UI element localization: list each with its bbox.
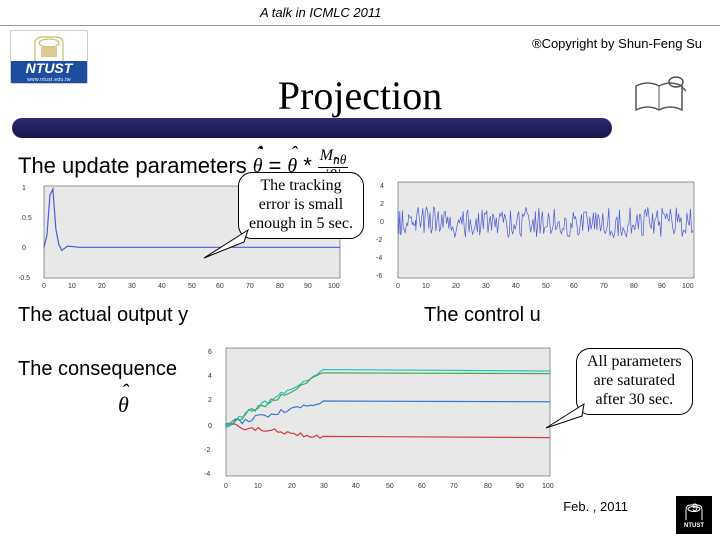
svg-text:60: 60: [216, 283, 224, 290]
svg-text:10: 10: [422, 283, 430, 290]
callout-pointer-1: [200, 228, 250, 262]
svg-text:6: 6: [208, 349, 212, 356]
callout-pointer-2: [542, 402, 586, 432]
svg-text:80: 80: [630, 283, 638, 290]
svg-text:40: 40: [158, 283, 166, 290]
svg-text:-6: -6: [376, 273, 382, 280]
label-consequence: The consequence: [18, 358, 177, 381]
header: A talk in ICMLC 2011: [0, 0, 720, 26]
svg-text:4: 4: [208, 373, 212, 380]
accent-bar: [12, 118, 612, 138]
svg-text:30: 30: [320, 483, 328, 490]
svg-text:0: 0: [396, 283, 400, 290]
svg-text:50: 50: [386, 483, 394, 490]
callout-tracking-error: The tracking error is small enough in 5 …: [238, 172, 364, 239]
svg-text:100: 100: [542, 483, 554, 490]
svg-text:-4: -4: [376, 255, 382, 262]
svg-text:40: 40: [352, 483, 360, 490]
svg-text:20: 20: [98, 283, 106, 290]
svg-text:100: 100: [328, 283, 340, 290]
title-wrap: Projection: [0, 72, 720, 119]
label-actual-output: The actual output y: [18, 304, 188, 327]
svg-text:0: 0: [208, 423, 212, 430]
page-title: Projection: [278, 73, 442, 118]
theta-symbol: θ: [118, 392, 129, 418]
svg-text:0: 0: [22, 245, 26, 252]
svg-text:90: 90: [516, 483, 524, 490]
svg-text:4: 4: [380, 183, 384, 190]
svg-text:90: 90: [658, 283, 666, 290]
svg-text:-2: -2: [204, 447, 210, 454]
parameters-chart: 6 4 2 0 -2 -4 0 10 20 30 40 50 60 70 80 90 100: [200, 342, 560, 492]
svg-text:20: 20: [288, 483, 296, 490]
svg-text:50: 50: [542, 283, 550, 290]
label-control-u: The control u: [424, 304, 541, 327]
svg-text:100: 100: [682, 283, 694, 290]
svg-text:70: 70: [600, 283, 608, 290]
svg-text:10: 10: [68, 283, 76, 290]
svg-text:2: 2: [380, 201, 384, 208]
svg-text:-4: -4: [204, 471, 210, 478]
svg-text:0: 0: [380, 219, 384, 226]
svg-text:70: 70: [450, 483, 458, 490]
svg-text:80: 80: [484, 483, 492, 490]
svg-text:0: 0: [224, 483, 228, 490]
page-number: 9: [692, 502, 698, 514]
svg-text:2: 2: [208, 397, 212, 404]
callout-saturated: All parameters are saturated after 30 se…: [576, 348, 693, 415]
svg-text:20: 20: [452, 283, 460, 290]
footer-date: Feb. , 2011: [563, 499, 628, 514]
svg-text:-0.5: -0.5: [18, 275, 30, 282]
copyright: ®Copyright by Shun-Feng Su: [532, 36, 702, 51]
svg-text:80: 80: [276, 283, 284, 290]
svg-text:0.5: 0.5: [22, 215, 32, 222]
svg-text:10: 10: [254, 483, 262, 490]
svg-text:0: 0: [42, 283, 46, 290]
svg-text:60: 60: [570, 283, 578, 290]
svg-text:30: 30: [128, 283, 136, 290]
update-prefix: The update parameters: [18, 153, 247, 179]
svg-text:70: 70: [246, 283, 254, 290]
svg-text:60: 60: [418, 483, 426, 490]
control-u-chart: 420 -2-4-6 01020 304050 607080 90100: [372, 178, 702, 290]
svg-text:90: 90: [304, 283, 312, 290]
svg-text:40: 40: [512, 283, 520, 290]
svg-text:30: 30: [482, 283, 490, 290]
talk-label: A talk in ICMLC 2011: [260, 5, 381, 20]
svg-text:1: 1: [22, 185, 26, 192]
svg-text:50: 50: [188, 283, 196, 290]
svg-text:-2: -2: [376, 237, 382, 244]
